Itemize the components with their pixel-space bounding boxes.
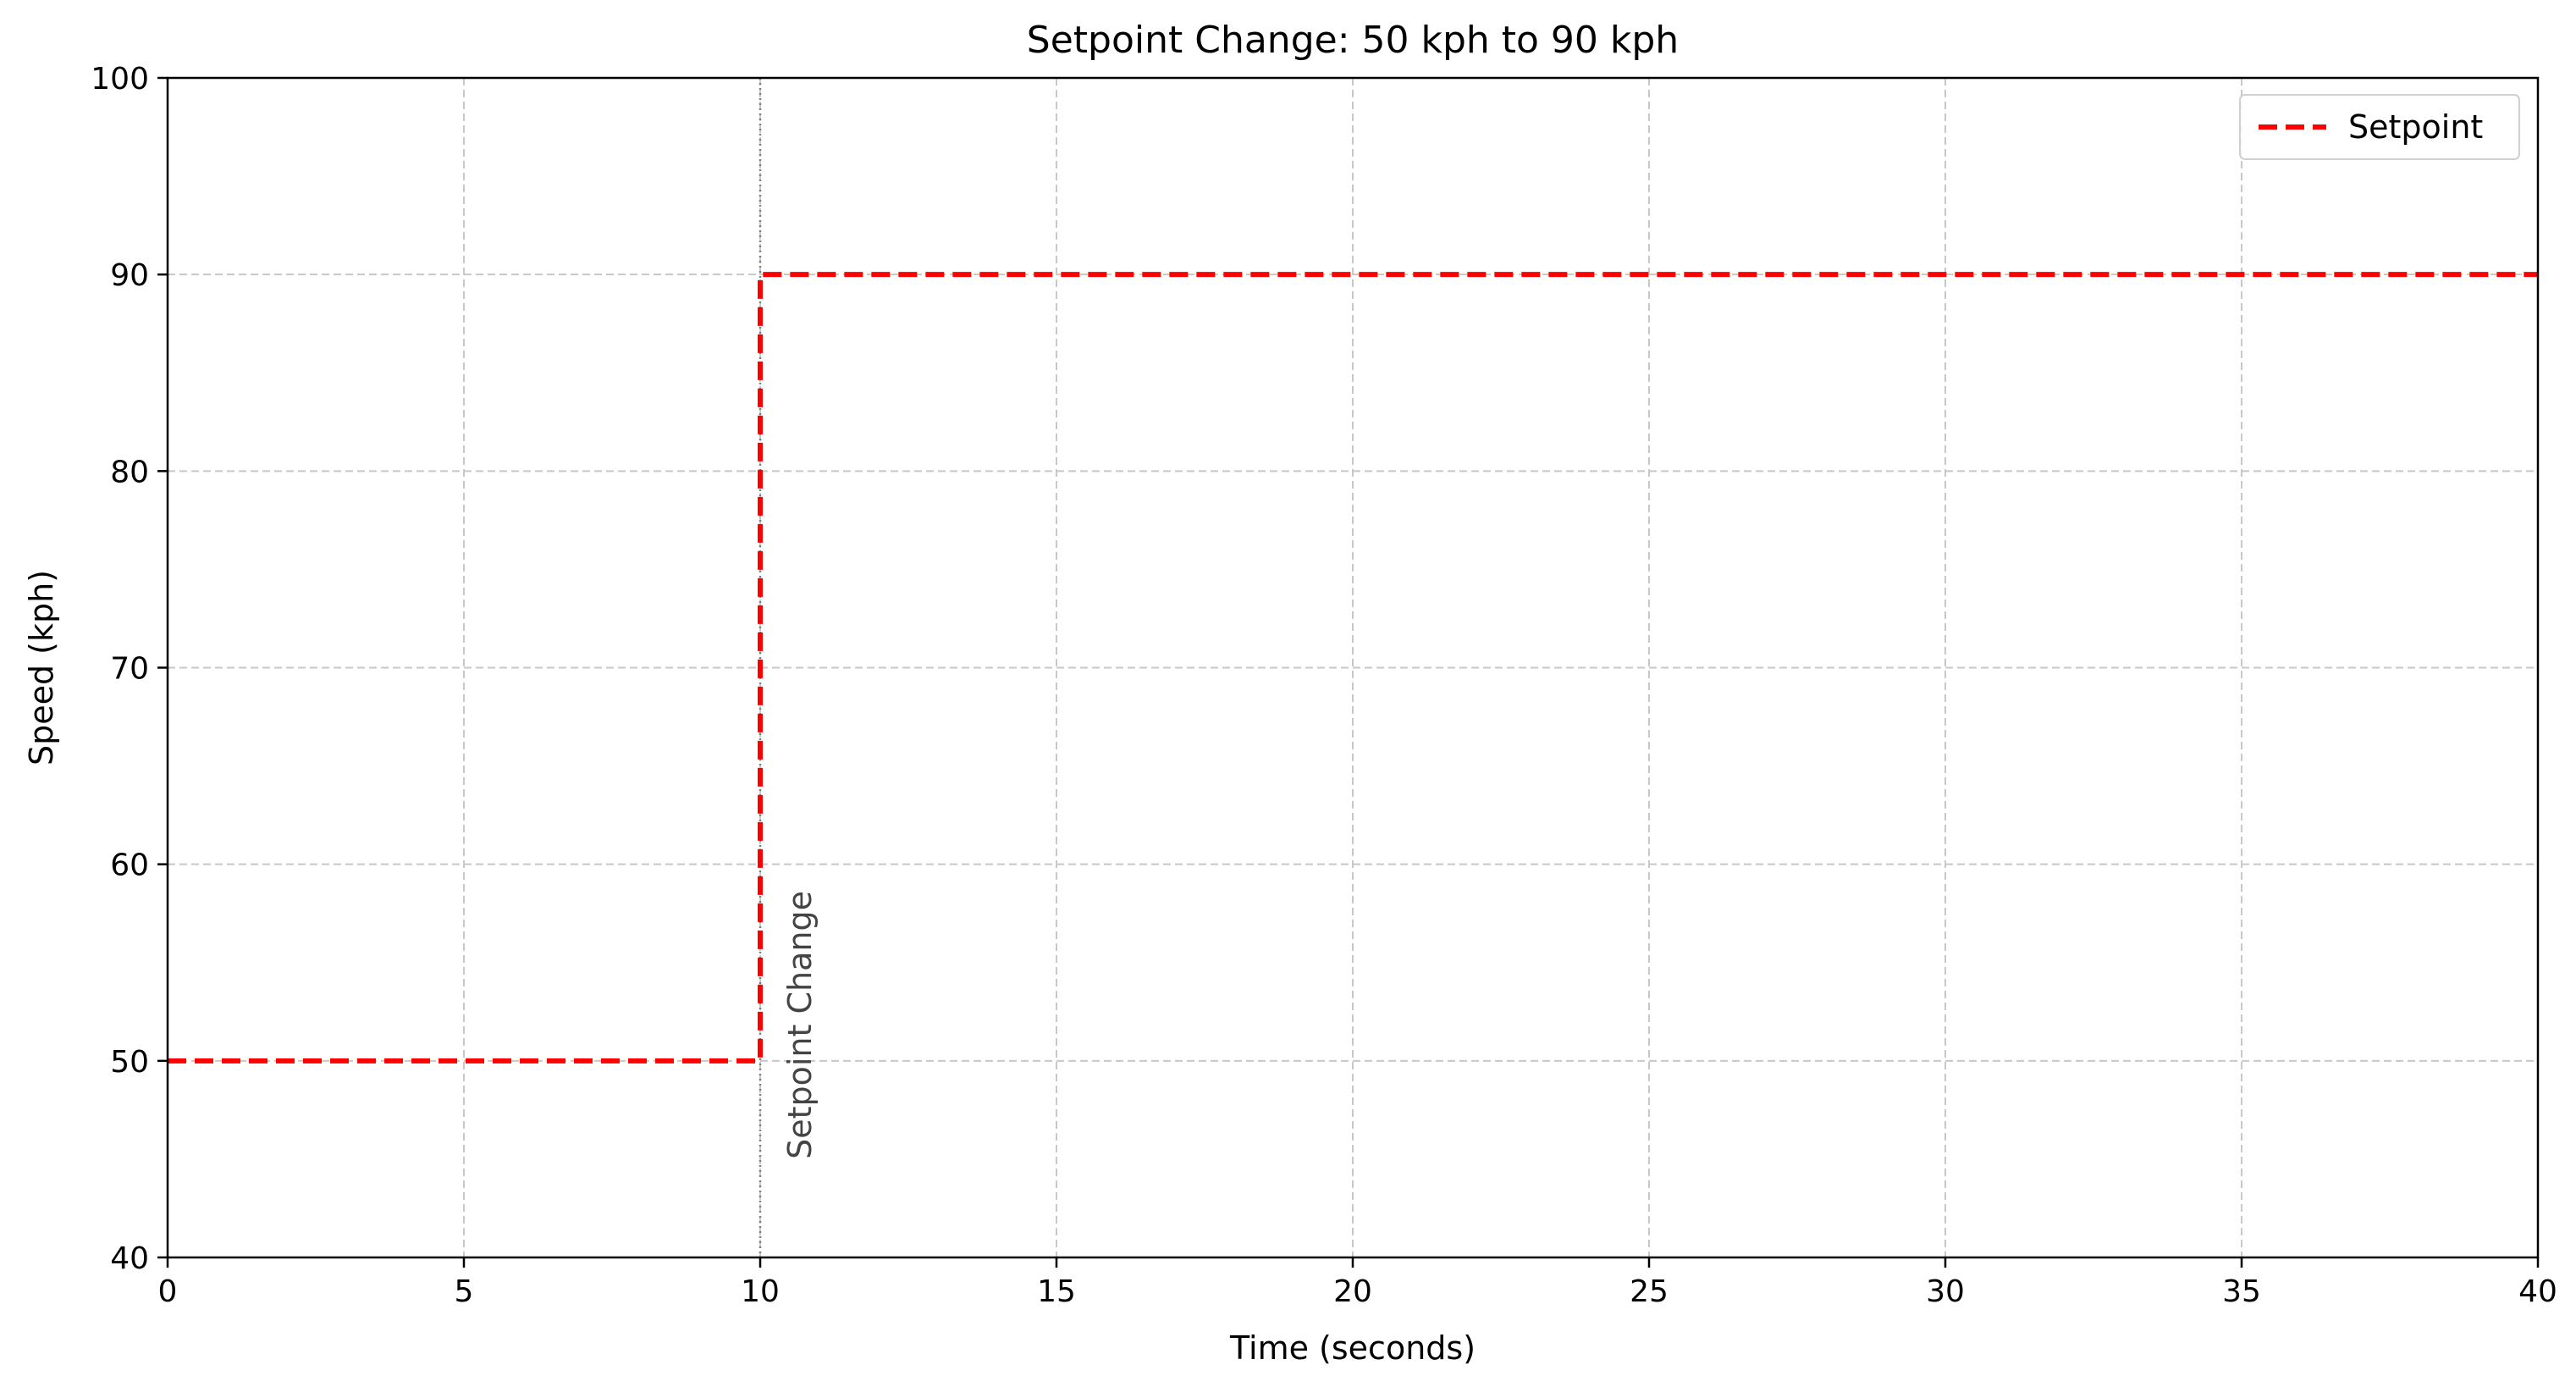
ticks: 0 5 10 15 20 25 30 35 40 40 50 60 70 80 90 100 xyxy=(91,62,2557,1309)
x-axis-label: Time (seconds) xyxy=(1229,1329,1476,1367)
x-tick-label: 15 xyxy=(1037,1274,1076,1309)
y-tick-label: 80 xyxy=(110,455,149,489)
legend: Setpoint xyxy=(2239,94,2520,160)
x-tick-label: 5 xyxy=(455,1274,474,1309)
chart-title: Setpoint Change: 50 kph to 90 kph xyxy=(1027,19,1679,62)
y-tick-label: 40 xyxy=(110,1241,149,1276)
series-line-setpoint xyxy=(168,272,2538,1064)
y-axis-label: Speed (kph) xyxy=(23,570,60,765)
annotation-label: Setpoint Change xyxy=(781,891,819,1159)
x-tick-label: 10 xyxy=(741,1274,780,1309)
y-tick-label: 90 xyxy=(110,258,149,293)
x-tick-label: 20 xyxy=(1333,1274,1372,1309)
y-tick-label: 60 xyxy=(110,848,149,883)
y-tick-label: 100 xyxy=(91,62,149,97)
x-tick-label: 25 xyxy=(1630,1274,1669,1309)
legend-label: Setpoint xyxy=(2348,108,2483,146)
x-tick-label: 30 xyxy=(1926,1274,1965,1309)
legend-box xyxy=(2239,94,2520,160)
x-tick-label: 35 xyxy=(2222,1274,2261,1309)
x-tick-label: 0 xyxy=(158,1274,178,1309)
series xyxy=(168,272,2538,1064)
y-tick-label: 70 xyxy=(110,652,149,687)
x-tick-label: 40 xyxy=(2518,1274,2557,1309)
y-tick-label: 50 xyxy=(110,1045,149,1080)
